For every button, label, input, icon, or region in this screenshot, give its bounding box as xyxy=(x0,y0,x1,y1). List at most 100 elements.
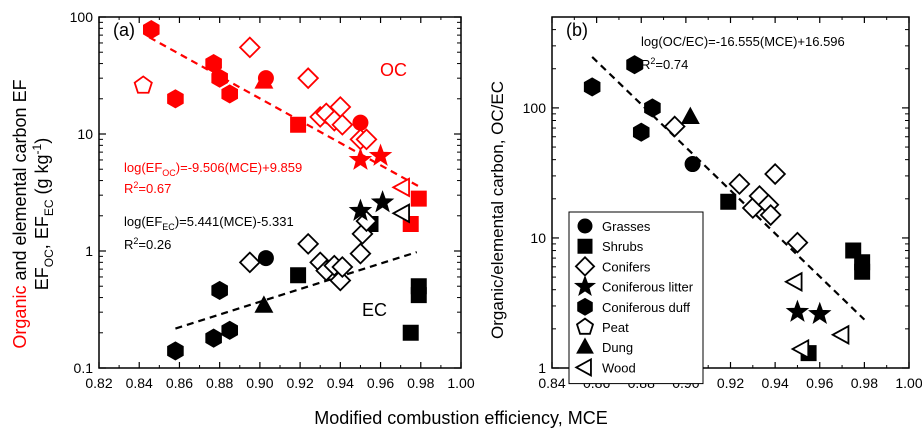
ec-fit-r2: R2=0.26 xyxy=(124,236,171,252)
x-tick-label: 0.88 xyxy=(206,375,233,391)
legend-label: Peat xyxy=(602,320,629,335)
data-point-square xyxy=(410,190,427,207)
data-point-hexagon xyxy=(211,68,228,88)
data-point-diamond xyxy=(331,113,354,136)
legend-label: Dung xyxy=(602,340,633,355)
panel-a: 0.82 0.84 0.86 0.88 0.90 0.92 0.94 0.96 0.98 1.00… xyxy=(70,9,475,391)
legend-label: Coniferous litter xyxy=(602,280,694,295)
y-tick-label: 100 xyxy=(70,9,94,25)
data-point-hexagon xyxy=(167,341,184,361)
panel-b: 0.840.860.880.900.920.940.960.981.001101… xyxy=(523,16,922,391)
data-point-diamond xyxy=(728,172,751,196)
ocec-fit-r2: R2=0.74 xyxy=(641,56,688,72)
x-tick-label: 0.96 xyxy=(806,375,833,391)
y-tick-label: 1 xyxy=(85,243,93,259)
legend-marker-lefttriangle xyxy=(574,357,592,377)
x-tick-label: 0.90 xyxy=(246,375,273,391)
legend-marker-square xyxy=(577,238,593,254)
data-point-lefttriangle xyxy=(783,271,803,292)
x-tick-label: 0.94 xyxy=(762,375,789,391)
fit-line-ec xyxy=(175,251,418,330)
data-point-diamond xyxy=(786,231,809,254)
data-point-triangle xyxy=(254,71,274,89)
legend-box xyxy=(568,211,704,385)
y-tick-label: 100 xyxy=(523,100,547,116)
legend-label: Wood xyxy=(602,360,636,375)
data-point-hexagon xyxy=(205,328,222,348)
x-tick-label: 1.00 xyxy=(895,375,922,391)
data-point-circle xyxy=(257,250,274,267)
data-point-diamond xyxy=(238,251,261,274)
data-point-hexagon xyxy=(583,77,601,97)
oc-fit-r2: R2=0.67 xyxy=(124,180,171,196)
x-tick-label: 0.92 xyxy=(717,375,744,391)
data-point-square xyxy=(290,267,307,284)
data-point-lefttriangle xyxy=(790,338,810,360)
x-tick-label: 1.00 xyxy=(447,375,474,391)
x-tick-label: 0.96 xyxy=(367,375,394,391)
x-tick-label: 0.94 xyxy=(327,375,354,391)
data-point-hexagon xyxy=(626,55,643,75)
data-point-hexagon xyxy=(221,320,239,340)
data-point-pentagon xyxy=(133,75,153,94)
data-point-star xyxy=(785,299,810,322)
data-point-triangle xyxy=(254,295,274,313)
y-tick-label: 1 xyxy=(538,360,546,376)
panel-b-ylabel: Organic/elemental carbon, OC/EC xyxy=(488,81,507,339)
data-point-square xyxy=(854,254,871,271)
data-point-hexagon xyxy=(644,98,661,118)
data-point-hexagon xyxy=(211,280,228,301)
data-point-lefttriangle xyxy=(391,177,410,198)
legend-marker-star xyxy=(573,274,597,296)
data-point-diamond xyxy=(238,36,261,59)
fit-line xyxy=(591,56,866,321)
data-point-square xyxy=(720,193,737,210)
data-point-diamond xyxy=(297,232,320,255)
x-tick-label: 0.84 xyxy=(126,375,153,391)
legend-label: Conifers xyxy=(602,259,651,274)
data-point-diamond xyxy=(355,128,378,151)
data-point-diamond xyxy=(331,255,354,279)
panel-a-tag: (a) xyxy=(113,20,135,40)
data-point-square xyxy=(402,324,419,341)
y-tick-label: 0.1 xyxy=(74,360,94,376)
data-point-lefttriangle xyxy=(391,203,410,224)
data-point-diamond xyxy=(329,269,352,292)
panel-a-ylabel-line2: EFOC, EFEC (g kg-1) xyxy=(30,138,56,290)
x-tick-label: 0.98 xyxy=(407,375,434,391)
x-tick-label: 0.86 xyxy=(166,375,193,391)
data-point-diamond xyxy=(663,115,686,138)
data-point-diamond xyxy=(349,242,372,265)
x-tick-label: 0.92 xyxy=(286,375,313,391)
y-tick-label: 10 xyxy=(530,230,546,246)
x-tick-label: 0.84 xyxy=(538,375,565,391)
data-point-triangle xyxy=(680,106,700,124)
panel-b-tag: (b) xyxy=(566,20,588,40)
shared-xlabel: Modified combustion efficiency, MCE xyxy=(314,408,607,428)
data-point-square xyxy=(290,116,307,133)
legend-label: Grasses xyxy=(602,219,651,234)
legend-label: Coniferous duff xyxy=(602,300,690,315)
legend-marker-circle xyxy=(577,218,593,234)
data-point-diamond xyxy=(759,204,782,227)
panel-a-ylabel-line1: Organic and elemental carbon EF xyxy=(10,79,30,348)
ocec-fit-equation: log(OC/EC)=-16.555(MCE)+16.596 xyxy=(641,34,845,49)
data-point-square xyxy=(410,278,427,295)
data-point-circle xyxy=(684,156,701,173)
data-point-diamond xyxy=(764,163,787,186)
ec-group-label: EC xyxy=(362,300,387,320)
data-point-hexagon xyxy=(142,20,160,40)
oc-fit-equation: log(EFOC)=-9.506(MCE)+9.859 xyxy=(124,160,302,178)
data-point-star xyxy=(348,198,373,221)
y-tick-label: 10 xyxy=(77,126,93,142)
data-point-hexagon xyxy=(221,84,239,104)
legend-marker-hexagon xyxy=(577,297,593,316)
x-tick-label: 0.82 xyxy=(85,375,112,391)
data-point-lefttriangle xyxy=(830,324,850,345)
data-point-hexagon xyxy=(632,122,650,142)
legend-marker-pentagon xyxy=(575,317,595,335)
legend-label: Shrubs xyxy=(602,239,644,254)
data-point-diamond xyxy=(297,67,320,90)
oc-group-label: OC xyxy=(380,60,407,80)
